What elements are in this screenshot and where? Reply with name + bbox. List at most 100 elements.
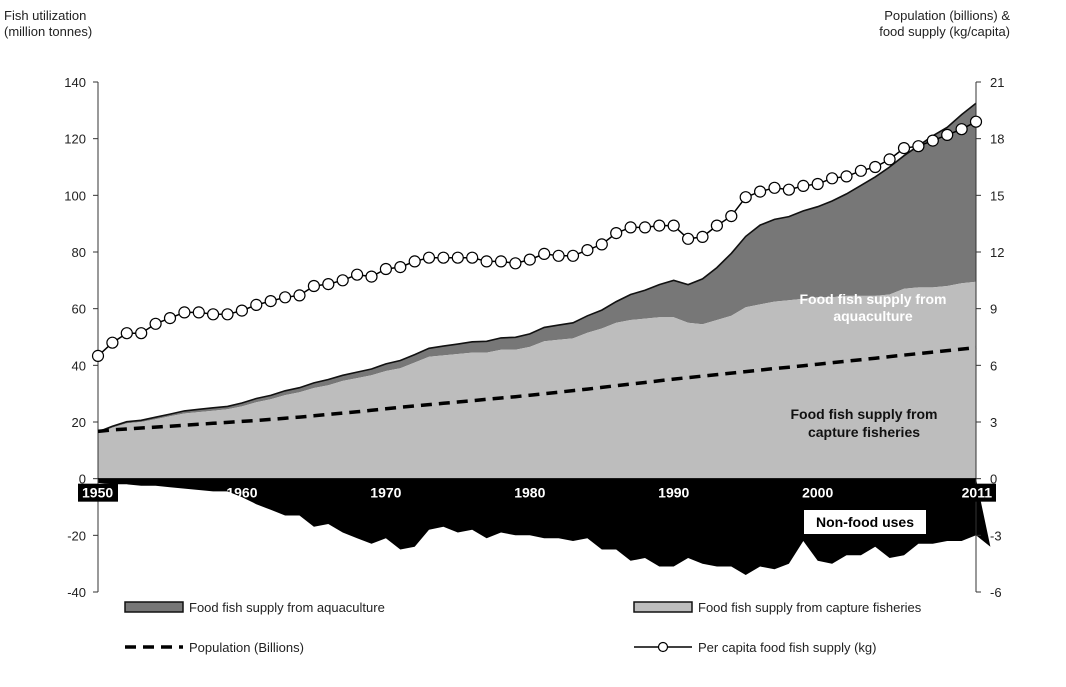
total-food-supply-outline <box>97 102 977 433</box>
per-capita-point <box>739 191 752 204</box>
x-axis-tick-label: 1960 <box>226 485 257 501</box>
per-capita-point <box>581 244 594 257</box>
per-capita-point <box>163 312 177 325</box>
per-capita-point <box>624 221 637 234</box>
right-axis-tick-label: 3 <box>990 415 997 430</box>
per-capita-point <box>523 253 536 266</box>
capture-annotation-line2: capture fisheries <box>808 424 920 440</box>
per-capita-point <box>610 227 623 240</box>
per-capita-point <box>869 160 882 174</box>
x-axis-tick-label: 1950 <box>82 485 113 501</box>
per-capita-point <box>235 304 248 317</box>
per-capita-point <box>178 306 191 319</box>
per-capita-point <box>91 349 105 362</box>
per-capita-point <box>336 274 349 287</box>
per-capita-point <box>969 115 983 128</box>
per-capita-point <box>480 255 493 268</box>
per-capita-point <box>192 306 205 319</box>
per-capita-point <box>279 291 292 304</box>
per-capita-point <box>379 262 392 276</box>
legend-label-capture: Food fish supply from capture fisheries <box>698 600 922 615</box>
per-capita-point <box>422 251 436 264</box>
x-axis-tick-label: 2000 <box>802 485 833 501</box>
per-capita-point <box>653 219 666 232</box>
per-capita-point <box>293 289 306 302</box>
per-capita-point <box>307 279 320 293</box>
per-capita-point <box>897 142 911 155</box>
axes-layer: 140 120 100 80 60 40 20 0 -20 -40 21 18 15 12 9 6 3 0 -3 -6… <box>64 75 1004 600</box>
per-capita-point <box>322 278 335 291</box>
aquaculture-annotation-line2: aquaculture <box>833 308 913 324</box>
per-capita-point <box>854 164 868 177</box>
per-capita-point <box>797 179 810 192</box>
right-axis-title-line2: food supply (kg/capita) <box>879 24 1010 39</box>
per-capita-point <box>207 308 220 321</box>
right-axis-tick-label: 15 <box>990 188 1004 203</box>
per-capita-point <box>912 140 925 153</box>
legend-swatch-capture <box>633 601 693 613</box>
aquaculture-annotation-line1: Food fish supply from <box>800 291 947 307</box>
per-capita-point <box>638 221 652 234</box>
per-capita-point <box>351 268 364 281</box>
per-capita-point <box>106 336 119 349</box>
capture-annotation-line1: Food fish supply from <box>791 406 938 422</box>
right-axis-tick-label: 12 <box>990 245 1004 260</box>
left-axis-tick-label: 100 <box>64 188 86 203</box>
per-capita-point <box>466 251 479 264</box>
per-capita-point <box>883 153 896 166</box>
right-axis-tick-label: 0 <box>990 472 997 487</box>
left-axis-tick-label: 60 <box>72 302 86 317</box>
legend-label-aquaculture: Food fish supply from aquaculture <box>189 600 385 615</box>
per-capita-point <box>566 249 580 262</box>
per-capita-point <box>264 295 277 308</box>
right-axis-tick-label: 18 <box>990 132 1004 147</box>
right-axis-title: Population (billions) & food supply (kg/… <box>879 8 1010 40</box>
right-axis-tick-label: 21 <box>990 75 1004 90</box>
capture-fisheries-area <box>98 281 976 479</box>
x-axis-tick-label: 1980 <box>514 485 545 501</box>
per-capita-point <box>926 134 939 147</box>
legend-label-percapita: Per capita food fish supply (kg) <box>698 640 876 655</box>
per-capita-point <box>250 298 263 311</box>
per-capita-point <box>696 230 709 243</box>
per-capita-point <box>135 327 148 340</box>
per-capita-point <box>120 327 133 340</box>
per-capita-point <box>394 261 407 274</box>
x-tick-label-bg <box>950 483 996 502</box>
line-layer <box>91 115 983 434</box>
left-axis-tick-label: 120 <box>64 132 86 147</box>
legend: Food fish supply from aquaculture Food fi… <box>124 600 922 655</box>
right-axis-tick-label: -6 <box>990 585 1002 600</box>
left-axis-tick-label: -40 <box>67 585 86 600</box>
per-capita-point <box>710 219 724 232</box>
left-axis-tick-label: 80 <box>72 245 86 260</box>
per-capita-point <box>451 251 464 264</box>
left-axis-title-line1: Fish utilization <box>4 8 87 23</box>
non-food-annotation: Non-food uses <box>816 514 914 530</box>
per-capita-point <box>840 170 853 183</box>
left-axis-tick-label: 140 <box>64 75 86 90</box>
per-capita-point <box>408 255 421 268</box>
x-axis-tick-label: 1970 <box>370 485 401 501</box>
right-axis-tick-label: -3 <box>990 528 1002 543</box>
per-capita-point <box>595 238 608 251</box>
right-axis-title-line1: Population (billions) & <box>884 8 1010 23</box>
left-axis-title-line2: (million tonnes) <box>4 24 93 39</box>
legend-swatch-aquaculture <box>124 601 184 613</box>
per-capita-point <box>494 255 508 268</box>
left-axis-tick-label: 0 <box>79 472 86 487</box>
non-food-area <box>98 478 991 575</box>
legend-label-population: Population (Billions) <box>189 640 304 655</box>
aquaculture-area <box>98 103 976 434</box>
per-capita-point <box>725 210 738 223</box>
right-axis-tick-label: 9 <box>990 302 997 317</box>
legend-swatch-percapita-marker <box>657 641 669 653</box>
non-food-label-box <box>804 510 926 534</box>
left-axis-tick-label: 40 <box>72 358 86 373</box>
per-capita-point <box>552 249 565 262</box>
x-axis-tick-label: 1990 <box>658 485 689 501</box>
x-tick-label-bg <box>78 483 118 502</box>
